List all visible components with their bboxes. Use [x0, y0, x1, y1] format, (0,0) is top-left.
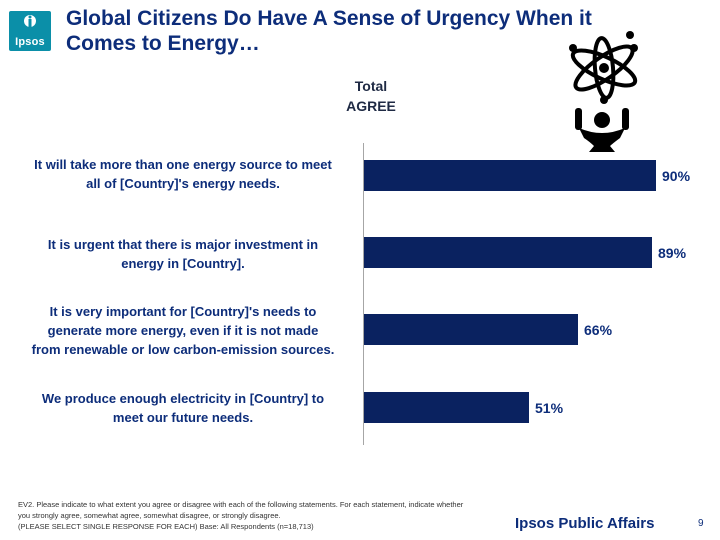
category-label-3-line-2: generate more energy, even if it is not … — [47, 323, 319, 338]
page-number: 9 — [698, 518, 704, 529]
category-label-3-line-3: from renewable or low carbon-emission so… — [31, 342, 335, 357]
value-label-2: 89% — [658, 245, 687, 261]
page-title: Global Citizens Do Have A Sense of Urgen… — [66, 7, 592, 55]
footnote: EV2. Please indicate to what extent you … — [18, 499, 578, 532]
category-label-4-line-1: We produce enough electricity in [Countr… — [41, 391, 325, 406]
value-label-4: 51% — [535, 400, 564, 416]
atom-figure-illustration — [569, 31, 638, 152]
footnote-line-1: EV2. Please indicate to what extent you … — [18, 500, 464, 509]
category-label-2-line-1: It is urgent that there is major investm… — [47, 237, 319, 252]
value-label-1: 90% — [662, 168, 691, 184]
ipsos-logo: Ipsos — [9, 11, 51, 51]
category-label-2: It is urgent that there is major investm… — [14, 235, 352, 273]
bar-3 — [364, 314, 578, 345]
value-label-3: 66% — [584, 322, 613, 338]
footnote-line-2: you strongly agree, somewhat agree, some… — [18, 511, 281, 520]
column-header-total: Total — [354, 78, 388, 94]
column-header-agree: AGREE — [346, 98, 396, 114]
ipsos-logo-icon — [24, 15, 36, 29]
category-label-4: We produce enough electricity in [Countr… — [14, 389, 352, 427]
category-label-1-line-1: It will take more than one energy source… — [34, 157, 332, 172]
person-lifting-icon — [575, 108, 629, 152]
column-header: Total AGREE — [326, 76, 416, 116]
footnote-line-3: (PLEASE SELECT SINGLE RESPONSE FOR EACH)… — [18, 522, 314, 531]
bar-1 — [364, 160, 656, 191]
category-label-4-line-2: meet our future needs. — [112, 410, 254, 425]
brand-name: Ipsos Public Affairs — [515, 515, 655, 532]
category-label-3-line-1: It is very important for [Country]'s nee… — [49, 304, 317, 319]
category-label-3: It is very important for [Country]'s nee… — [14, 302, 352, 359]
category-axis-line — [363, 143, 364, 445]
category-label-1-line-2: all of [Country]'s energy needs. — [86, 176, 280, 191]
bar-2 — [364, 237, 652, 268]
logo-text: Ipsos — [15, 36, 45, 48]
category-label-1: It will take more than one energy source… — [14, 155, 352, 193]
bar-4 — [364, 392, 529, 423]
category-label-2-line-2: energy in [Country]. — [121, 256, 245, 271]
